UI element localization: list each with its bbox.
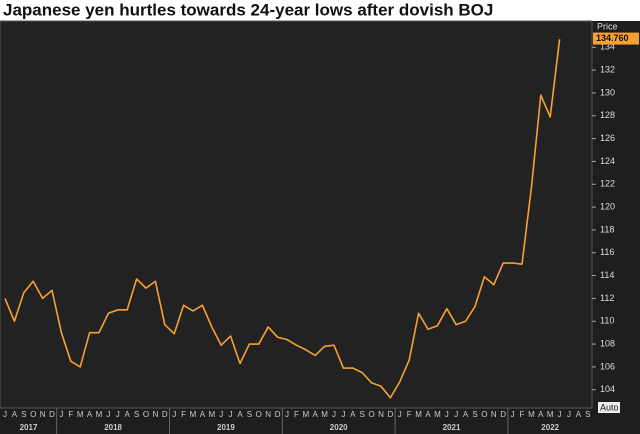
auto-label[interactable]: Auto [600, 402, 619, 412]
x-tick-label: J [454, 410, 458, 419]
x-tick-label: J [341, 410, 345, 419]
x-tick-label: O [143, 410, 149, 419]
y-tick-label: 126 [600, 133, 615, 143]
y-tick-label: 132 [600, 64, 615, 74]
y-tick-label: 120 [600, 201, 615, 211]
axis-title: Price [597, 21, 618, 31]
x-tick-label: J [172, 410, 176, 419]
x-tick-label: M [547, 410, 554, 419]
plot-area [0, 20, 593, 409]
x-tick-label: D [388, 410, 394, 419]
y-tick-label: 110 [600, 316, 614, 326]
x-tick-label: M [190, 410, 197, 419]
year-label: 2021 [443, 423, 461, 432]
x-tick-label: M [96, 410, 103, 419]
x-tick-label: A [538, 410, 544, 419]
x-tick-label: A [200, 410, 206, 419]
x-tick-label: M [321, 410, 328, 419]
x-tick-label: M [528, 410, 535, 419]
x-tick-label: J [285, 410, 289, 419]
x-tick-label: M [434, 410, 441, 419]
x-tick-label: A [463, 410, 469, 419]
title-bar [0, 0, 640, 21]
x-tick-label: M [302, 410, 309, 419]
x-tick-label: S [21, 410, 26, 419]
year-label: 2017 [20, 423, 38, 432]
y-tick-label: 134 [600, 42, 615, 52]
x-tick-label: N [265, 410, 271, 419]
y-tick-label: 124 [600, 156, 615, 166]
x-tick-label: F [520, 410, 525, 419]
y-tick-label: 112 [600, 293, 614, 303]
x-tick-label: N [378, 410, 384, 419]
y-tick-label: 108 [600, 338, 615, 348]
x-tick-label: J [59, 410, 63, 419]
year-label: 2020 [330, 423, 348, 432]
year-label: 2022 [541, 423, 559, 432]
x-tick-label: A [87, 410, 93, 419]
x-tick-label: O [368, 410, 374, 419]
x-tick-label: N [153, 410, 159, 419]
x-tick-label: N [40, 410, 46, 419]
x-tick-label: J [398, 410, 402, 419]
y-tick-label: 104 [600, 384, 615, 394]
price-line [4, 39, 561, 399]
x-tick-label: D [500, 410, 506, 419]
x-tick-label: F [407, 410, 412, 419]
x-tick-label: S [247, 410, 252, 419]
x-tick-label: D [162, 410, 168, 419]
x-tick-label: A [350, 410, 356, 419]
x-tick-label: O [256, 410, 262, 419]
x-tick-label: J [567, 410, 571, 419]
x-tick-label: S [585, 410, 590, 419]
x-tick-label: J [558, 410, 562, 419]
x-tick-label: J [511, 410, 515, 419]
x-tick-label: F [181, 410, 186, 419]
x-tick-label: O [481, 410, 487, 419]
x-tick-label: M [208, 410, 215, 419]
x-tick-label: J [445, 410, 449, 419]
y-tick-label: 106 [600, 361, 615, 371]
last-price-tag [593, 32, 639, 45]
x-tick-label: N [491, 410, 497, 419]
x-tick-label: M [77, 410, 84, 419]
x-tick-label: S [360, 410, 365, 419]
x-tick-label: F [68, 410, 73, 419]
chart-title: Japanese yen hurtles towards 24-year low… [3, 0, 493, 19]
y-tick-label: 128 [600, 110, 615, 120]
x-tick-label: A [313, 410, 319, 419]
x-tick-label: A [576, 410, 582, 419]
x-tick-label: S [134, 410, 139, 419]
x-tick-label: J [106, 410, 110, 419]
x-tick-label: J [219, 410, 223, 419]
x-tick-label: D [275, 410, 281, 419]
x-tick-label: F [294, 410, 299, 419]
x-tick-label: J [332, 410, 336, 419]
x-tick-label: A [237, 410, 243, 419]
x-tick-label: S [472, 410, 477, 419]
x-tick-label: J [3, 410, 7, 419]
y-tick-label: 130 [600, 87, 615, 97]
x-tick-label: O [30, 410, 36, 419]
x-tick-label: A [12, 410, 18, 419]
last-price-label: 134.760 [596, 33, 629, 43]
x-tick-label: A [425, 410, 431, 419]
x-tick-label: M [415, 410, 422, 419]
y-tick-label: 116 [600, 247, 614, 257]
x-tick-label: J [116, 410, 120, 419]
x-tick-label: J [229, 410, 233, 419]
y-tick-label: 118 [600, 224, 614, 234]
x-tick-label: D [49, 410, 55, 419]
year-label: 2018 [104, 423, 122, 432]
year-label: 2019 [217, 423, 235, 432]
y-tick-label: 114 [600, 270, 614, 280]
x-tick-label: A [125, 410, 131, 419]
auto-button[interactable] [598, 402, 620, 413]
y-tick-label: 122 [600, 179, 615, 189]
